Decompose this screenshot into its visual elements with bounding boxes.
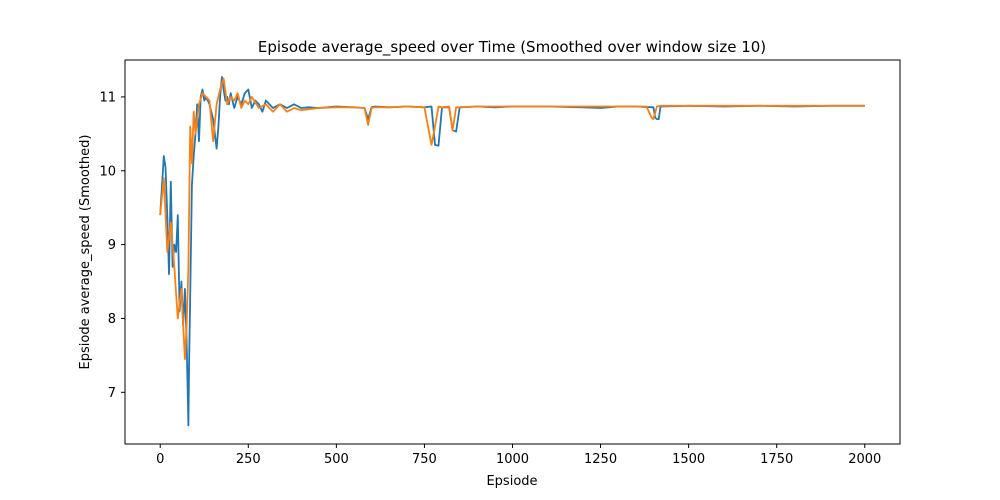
y-tick-label: 8: [108, 312, 116, 327]
series-2-line: [159, 77, 865, 361]
x-axis: 0 250 500 750 1000 1250 1500 1750 2000: [156, 444, 881, 467]
y-tick-label: 9: [108, 238, 116, 253]
x-tick-label: 1000: [496, 452, 529, 467]
y-axis: 7 8 9 10 11: [99, 90, 125, 401]
x-tick-label: 0: [156, 452, 164, 467]
y-tick-label: 11: [99, 90, 116, 105]
x-axis-label: Epsiode: [486, 474, 537, 489]
x-tick-label: 250: [236, 452, 261, 467]
y-tick-label: 10: [99, 164, 116, 179]
y-axis-label: Epsiode average_speed (Smoothed): [78, 135, 93, 370]
series-1-line: [159, 76, 865, 427]
x-tick-label: 2000: [848, 452, 881, 467]
chart-title: Episode average_speed over Time (Smoothe…: [258, 38, 766, 57]
x-tick-label: 1500: [672, 452, 705, 467]
x-tick-label: 1250: [584, 452, 617, 467]
series-layer: [159, 76, 865, 427]
x-tick-label: 750: [412, 452, 437, 467]
plot-frame: [124, 59, 901, 445]
x-tick-label: 1750: [760, 452, 793, 467]
x-tick-label: 500: [324, 452, 349, 467]
y-tick-label: 7: [108, 386, 116, 401]
